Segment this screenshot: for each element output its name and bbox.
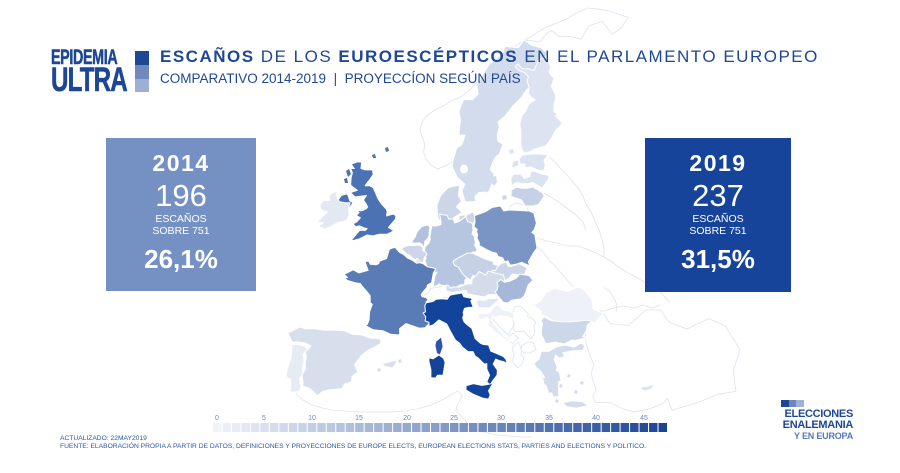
svg-text:40: 40 — [592, 415, 600, 422]
svg-text:0: 0 — [215, 415, 219, 422]
svg-text:10: 10 — [308, 415, 316, 422]
svg-text:25: 25 — [450, 415, 458, 422]
svg-text:45: 45 — [640, 415, 648, 422]
svg-text:15: 15 — [355, 415, 363, 422]
svg-text:20: 20 — [403, 415, 411, 422]
svg-text:30: 30 — [497, 415, 505, 422]
svg-text:35: 35 — [545, 415, 553, 422]
svg-text:5: 5 — [262, 415, 266, 422]
